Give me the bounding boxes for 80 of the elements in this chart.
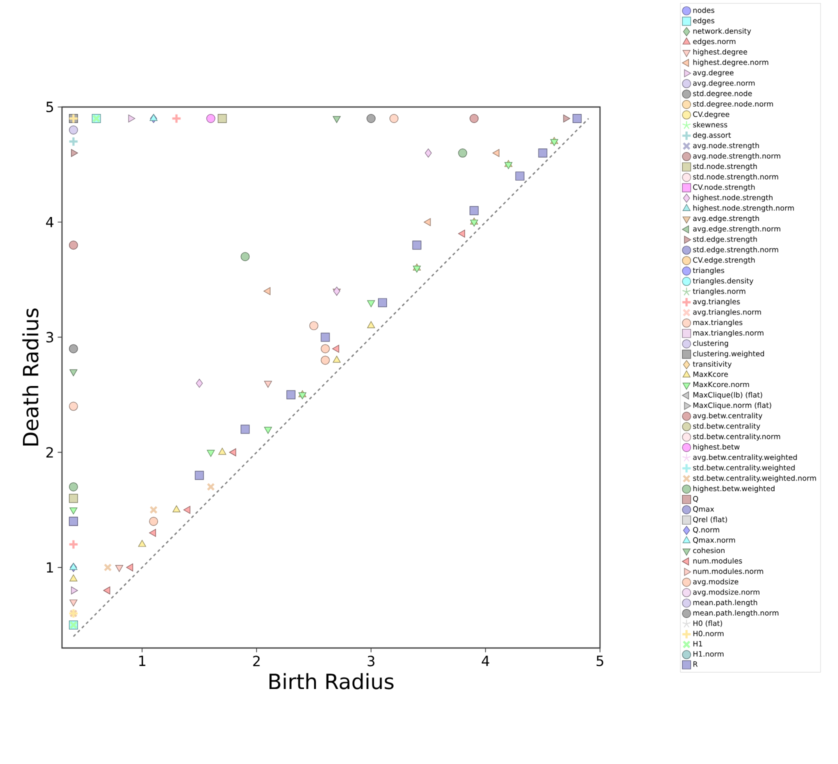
point bbox=[309, 321, 318, 330]
point bbox=[171, 113, 182, 124]
point bbox=[424, 218, 431, 226]
point bbox=[286, 390, 296, 400]
point bbox=[71, 586, 78, 594]
x-tick-label: 4 bbox=[482, 656, 490, 666]
point bbox=[264, 287, 270, 296]
point bbox=[470, 114, 479, 123]
point bbox=[572, 114, 582, 123]
point bbox=[103, 586, 110, 594]
point bbox=[332, 344, 340, 353]
point bbox=[68, 482, 78, 492]
point bbox=[424, 148, 432, 158]
point bbox=[70, 507, 78, 514]
point bbox=[240, 424, 250, 434]
y-tick-label: 1 bbox=[46, 562, 53, 573]
x-axis-title: Birth Radius bbox=[270, 673, 394, 690]
point bbox=[229, 448, 236, 456]
y-tick-label: 3 bbox=[46, 332, 54, 342]
x-tick-label: 2 bbox=[253, 656, 260, 666]
point bbox=[470, 206, 479, 216]
point bbox=[194, 470, 204, 480]
point bbox=[68, 136, 79, 147]
y-tick-label: 2 bbox=[46, 447, 53, 458]
point bbox=[366, 114, 376, 123]
point bbox=[538, 148, 548, 158]
point bbox=[550, 139, 558, 146]
point bbox=[332, 116, 341, 123]
point bbox=[115, 565, 124, 572]
point bbox=[264, 380, 272, 388]
point bbox=[206, 482, 215, 491]
point bbox=[150, 114, 158, 121]
point bbox=[68, 344, 78, 354]
point bbox=[68, 240, 78, 250]
point bbox=[218, 448, 226, 455]
point bbox=[68, 539, 79, 550]
point bbox=[70, 600, 78, 606]
point bbox=[320, 344, 330, 354]
x-tick-label: 5 bbox=[596, 656, 604, 666]
point bbox=[68, 494, 78, 503]
point bbox=[149, 516, 158, 526]
point bbox=[138, 540, 146, 547]
point bbox=[149, 528, 156, 537]
point bbox=[504, 162, 512, 170]
point bbox=[206, 114, 216, 123]
point bbox=[412, 240, 422, 250]
point bbox=[70, 562, 78, 570]
point bbox=[70, 574, 78, 582]
point bbox=[150, 506, 158, 514]
point bbox=[458, 230, 466, 238]
point bbox=[332, 356, 341, 363]
point bbox=[128, 114, 136, 122]
point bbox=[320, 332, 330, 342]
point bbox=[218, 114, 227, 123]
point bbox=[68, 126, 78, 134]
point bbox=[196, 378, 203, 388]
point bbox=[458, 148, 468, 158]
y-tick-label: 5 bbox=[46, 102, 54, 112]
point bbox=[515, 172, 524, 181]
y-axis-title: Death Radius bbox=[22, 308, 39, 446]
y-tick-label: 4 bbox=[46, 217, 54, 228]
point bbox=[470, 220, 478, 227]
x-tick-label: 3 bbox=[368, 656, 374, 666]
point bbox=[104, 563, 112, 572]
point bbox=[378, 298, 387, 308]
point bbox=[389, 114, 398, 123]
point bbox=[68, 402, 78, 411]
point bbox=[563, 114, 570, 122]
point bbox=[367, 300, 375, 308]
point bbox=[172, 505, 180, 512]
point bbox=[70, 369, 78, 376]
point bbox=[492, 149, 500, 157]
point bbox=[183, 506, 190, 514]
point bbox=[264, 426, 272, 434]
point bbox=[240, 252, 250, 262]
point bbox=[206, 450, 215, 457]
point bbox=[126, 564, 134, 572]
point bbox=[367, 321, 375, 328]
x-tick-label: 1 bbox=[139, 656, 146, 666]
point bbox=[71, 149, 78, 157]
